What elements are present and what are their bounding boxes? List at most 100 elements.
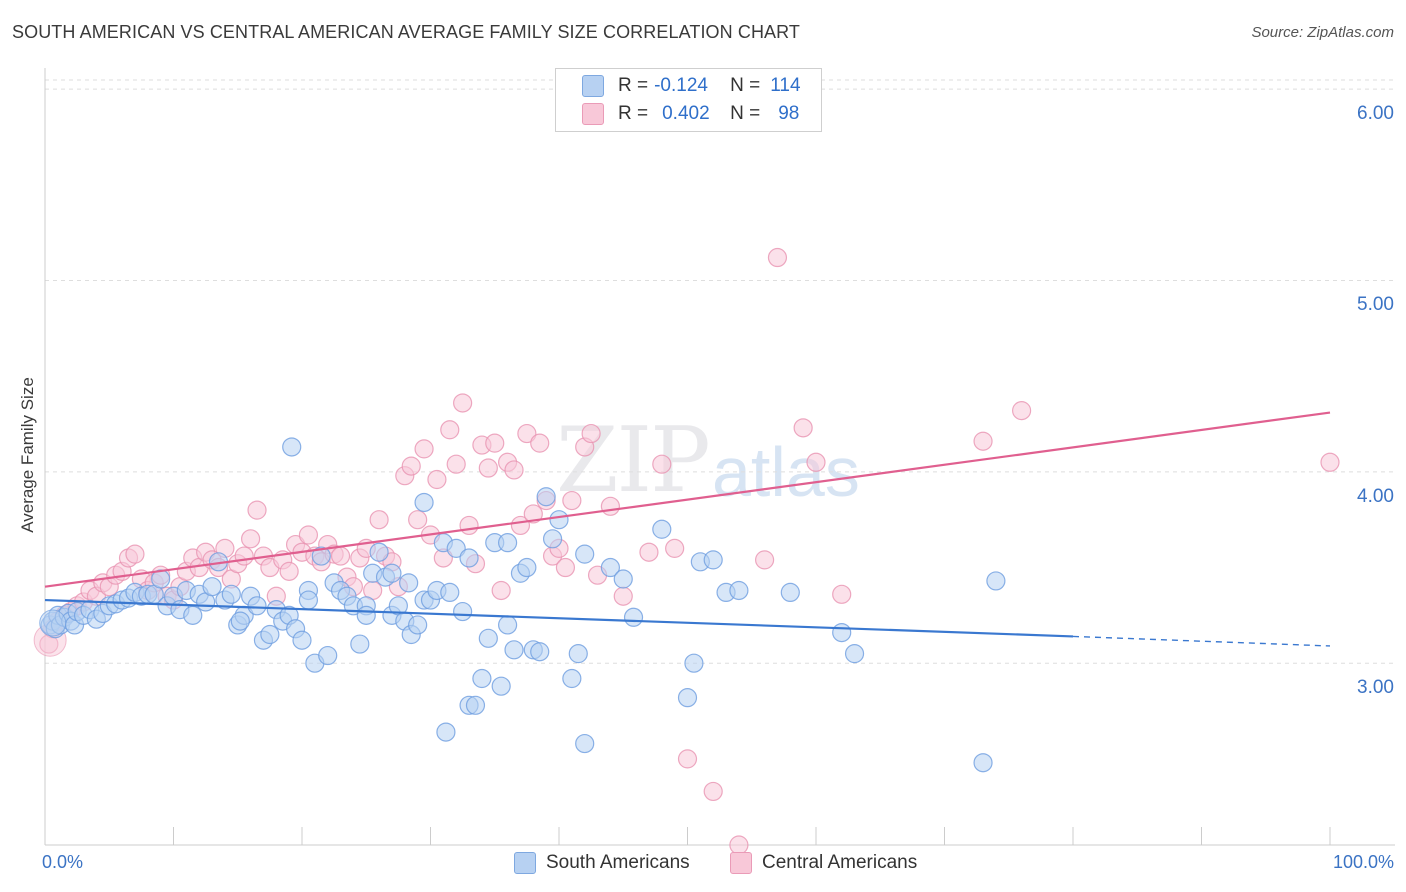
watermark-zip: ZIP [556,408,711,513]
central-american-point [832,584,852,604]
south-american-trend-line [44,598,1074,638]
central-american-point [613,586,633,606]
south-american-point [542,529,563,549]
central-american-point [279,561,299,581]
south-american-point [729,580,749,601]
south-american-point [575,733,595,754]
south-american-point [382,563,402,583]
central-american-point [806,452,826,472]
pink-swatch [730,852,752,874]
south-american-point [230,611,250,631]
central-american-point [703,781,723,802]
south-american-point [282,437,302,457]
y-axis-label: Average Family Size [18,377,37,533]
central-american-point [369,510,389,530]
south-american-point [684,653,704,673]
south-american-point [436,722,456,742]
central-american-point [793,418,813,438]
south-american-point [491,676,511,696]
south-american-point [568,644,588,664]
south-american-point [986,571,1006,591]
central-american-point [504,460,524,480]
south-american-point [311,546,331,566]
legend-row-pink: R = 0.402 N = 98 [582,101,799,127]
blue-swatch [514,852,536,874]
south-american-point [318,645,338,666]
r-label: R = [618,75,649,96]
south-american-point [183,605,203,625]
south-american-point [292,630,312,650]
r-label: R = [618,103,649,124]
central-american-point [973,431,993,451]
n-value: 98 [778,103,800,124]
central-american-point [440,420,460,440]
central-american-point [523,504,543,524]
south-american-trend-extension [1072,635,1331,647]
central-american-point [459,515,479,536]
central-american-point [652,454,672,474]
n-label: N = [730,75,761,96]
south-american-point [399,573,419,593]
r-value: -0.124 [654,75,708,96]
south-american-point [832,622,852,643]
south-american-point [260,624,280,645]
south-american-point [504,640,524,660]
central-american-point [247,500,267,520]
blue-swatch [582,75,604,97]
south-american-point [453,601,473,622]
south-american-point-cluster [39,609,67,637]
n-value: 114 [770,75,801,96]
legend-item-central-americans[interactable]: Central Americans [730,852,917,874]
central-american-point [555,557,576,578]
south-american-point [973,753,993,773]
central-american-point [767,247,788,268]
chart-title: SOUTH AMERICAN VS CENTRAL AMERICAN AVERA… [12,22,801,42]
stats-legend: R = -0.124 N = 114 R = 0.402 N = 98 [555,68,822,132]
x-tick-label-max: 100.0% [1332,852,1394,872]
central-american-point [562,490,582,511]
central-american-point [234,546,254,566]
central-american-point [530,433,550,453]
central-american-point [517,423,537,444]
south-american-point [613,569,633,589]
south-american-point [356,605,376,625]
legend-label: Central Americans [762,852,918,873]
south-american-point [517,557,537,578]
central-american-point [754,550,775,570]
south-american-point [623,607,644,627]
central-american-point [1320,452,1340,472]
south-american-point [369,542,389,562]
south-american-point [575,544,595,564]
south-american-point [465,695,486,715]
pink-swatch [582,103,604,125]
legend-item-south-americans[interactable]: South Americans [514,852,690,874]
south-american-point [498,533,518,553]
n-label: N = [730,103,761,124]
south-american-point [677,688,698,708]
central-american-point [125,544,145,564]
central-american-point [677,749,698,769]
south-american-point [600,557,621,578]
south-american-point [498,615,518,635]
south-american-point [414,492,434,513]
south-american-point [247,596,267,616]
central-american-point [241,529,261,549]
central-american-point [581,423,601,444]
x-tick-label-min: 0.0% [42,852,84,872]
south-american-point [652,519,672,539]
legend-label: South Americans [546,852,690,873]
central-american-point [491,580,511,601]
south-american-point [703,550,723,570]
south-american-point [440,582,460,603]
central-american-point [446,454,466,474]
south-american-point [530,642,550,662]
central-american-point [330,546,351,566]
central-american-point [414,439,434,459]
south-american-point [478,628,498,648]
south-american-point [298,590,319,610]
y-tick-label: 4.00 [1357,485,1394,507]
central-american-point [298,525,319,545]
south-american-point [459,548,479,568]
central-american-point [401,456,421,476]
